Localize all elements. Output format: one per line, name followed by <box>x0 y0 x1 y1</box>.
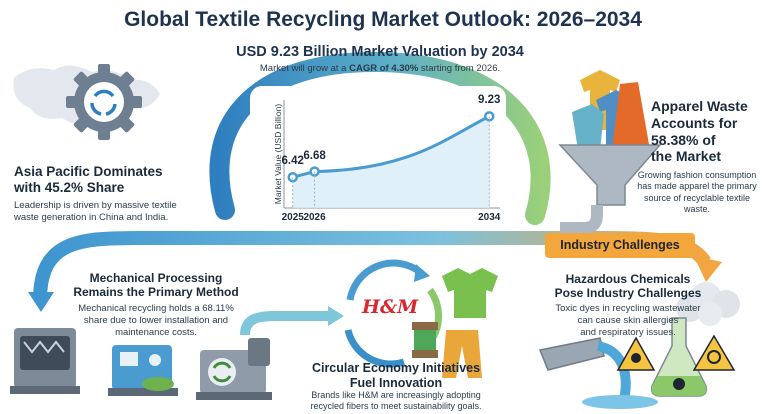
chart-data-label: 9.23 <box>478 94 501 107</box>
industry-challenges-badge: Industry Challenges <box>545 233 695 258</box>
apparel-text-line4: waste. <box>683 203 710 214</box>
chart-data-label: 6.42 <box>281 155 304 168</box>
flow-arrow-right <box>694 256 722 282</box>
chart-tick-label: 2034 <box>478 212 501 223</box>
mechanical-text: Mechanical recycling holds a 68.11% shar… <box>56 303 256 339</box>
apparel-heading-line4: the Market <box>651 148 722 165</box>
tshirt-icon <box>442 268 498 318</box>
mechanical-text-line2: share due to lower installation and <box>83 314 229 326</box>
valuation-headline-text: USD 9.23 Billion Market Valuation by 203… <box>236 44 524 60</box>
mechanical-heading-line2: Remains the Primary Method <box>73 285 239 300</box>
apparel-text-line1: Growing fashion consumption <box>637 170 757 180</box>
valuation-headline: USD 9.23 Billion Market Valuation by 203… <box>210 44 550 60</box>
circular-heading-line2: Fuel Innovation <box>349 376 443 390</box>
asia-heading-line1: Asia Pacific Dominates <box>14 164 163 179</box>
challenges-heading: Hazardous Chemicals Pose Industry Challe… <box>540 272 716 301</box>
apparel-heading-line3: 58.38% of <box>651 131 716 148</box>
chart-tick-label: 2026 <box>303 212 326 223</box>
hm-logo: H&M <box>362 296 419 318</box>
flow-arrow-left <box>28 292 54 312</box>
recycle-icon <box>90 89 117 116</box>
challenges-heading-line1: Hazardous Chemicals <box>565 272 691 286</box>
mechanical-heading: Mechanical Processing Remains the Primar… <box>56 271 256 300</box>
challenges-text-line3: and respiratory issues. <box>580 326 676 338</box>
smoke-icon <box>676 282 740 326</box>
apparel-heading-line1: Apparel Waste <box>651 98 748 114</box>
pants-icon <box>442 330 482 378</box>
gear-icon <box>66 64 142 140</box>
valuation-sub-prefix: Market will grow at a <box>259 63 350 74</box>
clothes-pile-icon <box>572 70 650 150</box>
circular-heading-line1: Circular Economy Initiatives <box>311 361 481 375</box>
challenges-text-line1: Toxic dyes in recycling wastewater <box>555 303 701 314</box>
valuation-cagr: CAGR of 4.30% <box>349 63 419 74</box>
market-arc <box>209 51 551 225</box>
asia-text-line2: waste generation in China and India. <box>14 211 169 223</box>
chart-ylabel: Market Value (USD Billion) <box>273 103 283 205</box>
chart-tick-label: 2025 <box>281 212 304 223</box>
apparel-text-line2: has made apparel the primary <box>637 181 757 192</box>
thread-spool-icon <box>412 322 438 358</box>
apparel-heading-line2: Accounts for <box>651 114 738 131</box>
asia-heading: Asia Pacific Dominates with 45.2% Share <box>14 164 204 196</box>
apparel-text-line3: source of recyclable textile <box>643 192 751 203</box>
circular-text: Brands like H&M are increasingly adoptin… <box>286 390 506 413</box>
biohazard-icon <box>692 334 736 371</box>
skull-icon <box>616 336 685 390</box>
mechanical-text-line3: maintenance costs. <box>115 326 197 338</box>
challenges-text: Toxic dyes in recycling wastewater can c… <box>540 303 716 339</box>
challenges-heading-line2: Pose Industry Challenges <box>554 286 702 301</box>
recycling-machine-icon <box>196 338 272 400</box>
asia-heading-line2: with 45.2% Share <box>14 180 125 196</box>
flow-arrow-mid-head <box>328 306 344 326</box>
apparel-heading: Apparel Waste Accounts for 58.38% of the… <box>651 98 761 165</box>
chart-data-label: 6.68 <box>303 149 326 162</box>
flow-arrow-mid <box>240 311 330 336</box>
asia-text-line1: Leadership is driven by massive textile <box>14 200 177 211</box>
valuation-subtext: Market will grow at a CAGR of 4.30% star… <box>210 63 550 75</box>
machine-icon <box>108 345 178 396</box>
circular-text-line2: recycled fibers to meet sustainability g… <box>310 401 482 412</box>
mechanical-text-line1: Mechanical recycling holds a 68.11% <box>78 303 234 314</box>
circular-text-line1: Brands like H&M are increasingly adoptin… <box>311 390 481 400</box>
funnel-icon <box>558 144 662 234</box>
chart-line <box>292 115 490 179</box>
mechanical-heading-line1: Mechanical Processing <box>89 271 223 285</box>
circular-heading: Circular Economy Initiatives Fuel Innova… <box>286 361 506 391</box>
apparel-text: Growing fashion consumption has made app… <box>630 170 764 215</box>
valuation-sub-suffix: starting from 2026. <box>418 63 501 74</box>
challenges-text-line2: can cause skin allergies <box>577 314 679 326</box>
asia-text: Leadership is driven by massive textile … <box>14 200 214 224</box>
page-title: Global Textile Recycling Market Outlook:… <box>124 8 642 31</box>
shredder-icon <box>10 328 80 394</box>
